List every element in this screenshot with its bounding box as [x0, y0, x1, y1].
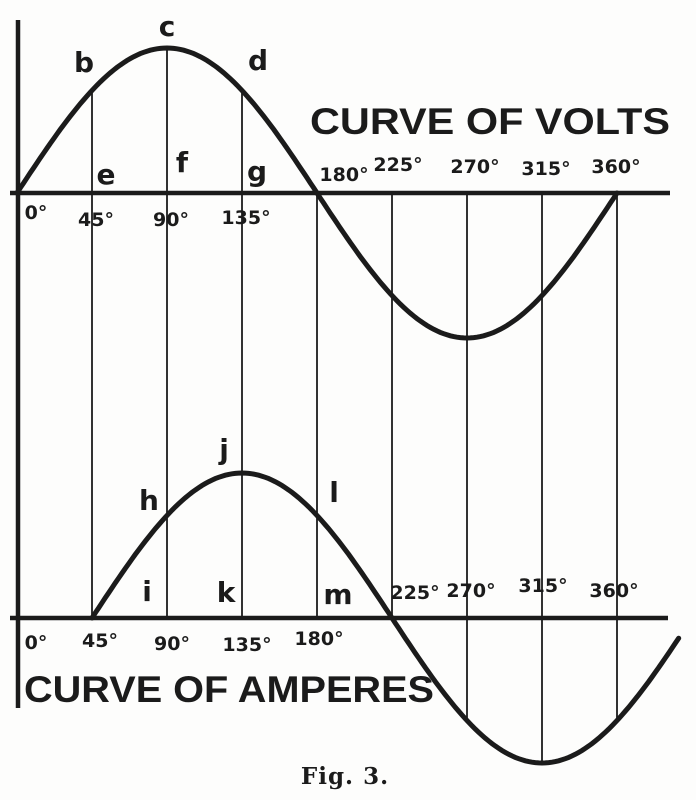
amperes-tick-270: 270°	[446, 580, 495, 602]
volts-tick-180: 180°	[319, 164, 368, 186]
amperes-tick-180: 180°	[294, 628, 343, 650]
amperes-tick-225: 225°	[390, 582, 439, 604]
amperes-point-label-j: j	[218, 433, 229, 466]
volts-tick-45: 45°	[78, 209, 114, 231]
volts-axis-label-f: f	[176, 146, 189, 179]
amperes-curve	[89, 470, 682, 766]
volts-axis-label-g: g	[247, 155, 267, 188]
volts-point-label-d: d	[248, 44, 268, 77]
amperes-axis-label-m: m	[323, 578, 352, 611]
amperes-tick-90: 90°	[154, 633, 190, 655]
volts-tick-315: 315°	[521, 158, 570, 180]
amperes-axis-label-i: i	[142, 575, 152, 608]
volts-tick-0: 0°	[25, 202, 48, 224]
volts-title: CURVE OF VOLTS	[310, 101, 670, 142]
amperes-tick-45: 45°	[82, 630, 118, 652]
figure-caption: Fig. 3.	[301, 763, 389, 790]
volts-tick-225: 225°	[373, 154, 422, 176]
volts-curve	[14, 45, 620, 341]
volts-tick-135: 135°	[221, 207, 270, 229]
amperes-point-label-h: h	[139, 484, 159, 517]
amperes-tick-360: 360°	[589, 580, 638, 602]
amperes-axis-label-k: k	[217, 576, 237, 609]
volts-tick-270: 270°	[450, 156, 499, 178]
amperes-tick-135: 135°	[222, 634, 271, 656]
amperes-tick-315: 315°	[518, 575, 567, 597]
volts-tick-90: 90°	[153, 209, 189, 231]
volts-axis-label-e: e	[97, 158, 116, 191]
amperes-point-label-l: l	[329, 476, 339, 509]
volts-point-label-c: c	[159, 10, 176, 43]
volts-point-label-b: b	[74, 46, 94, 79]
volts-tick-360: 360°	[591, 156, 640, 178]
amperes-tick-0: 0°	[25, 632, 48, 654]
amperes-title: CURVE OF AMPERES	[24, 669, 434, 710]
